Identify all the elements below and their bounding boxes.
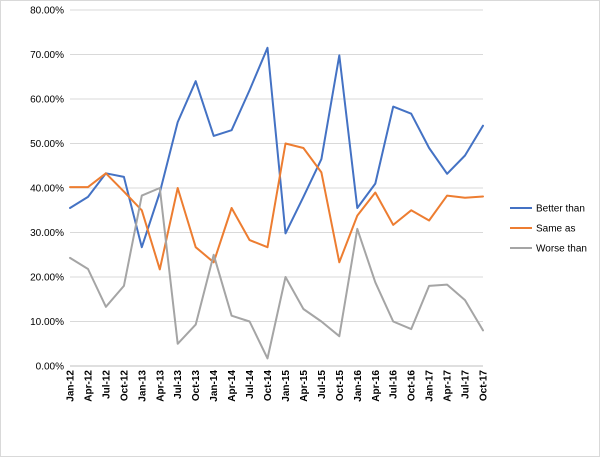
- x-tick-label: Apr-14: [227, 370, 238, 402]
- y-tick-label: 80.00%: [30, 6, 64, 17]
- y-tick-label: 70.00%: [30, 50, 64, 61]
- legend: Better than Same as Worse than: [510, 204, 587, 255]
- x-tick-label: Oct-13: [191, 370, 202, 402]
- legend-label: Worse than: [536, 244, 587, 255]
- x-tick-label: Oct-15: [335, 370, 346, 402]
- x-tick-label: Jan-15: [281, 370, 292, 402]
- legend-label: Same as: [536, 224, 575, 235]
- x-tick-label: Apr-17: [443, 370, 454, 402]
- x-tick-label: Jan-14: [209, 370, 220, 402]
- x-tick-label: Jul-12: [101, 370, 112, 399]
- x-tick-label: Apr-13: [155, 370, 166, 402]
- x-tick-label: Oct-16: [407, 370, 418, 402]
- legend-item-worse-than: Worse than: [510, 244, 587, 255]
- x-tick-label: Apr-15: [299, 370, 310, 402]
- x-tick-label: Jan-16: [353, 370, 364, 402]
- y-tick-label: 30.00%: [30, 228, 64, 239]
- y-tick-label: 60.00%: [30, 95, 64, 106]
- x-tick-label: Oct-17: [479, 370, 490, 402]
- x-tick-label: Jan-17: [425, 370, 436, 402]
- y-tick-label: 20.00%: [30, 273, 64, 284]
- x-tick-label: Jan-12: [66, 370, 77, 402]
- y-tick-label: 0.00%: [36, 362, 64, 373]
- series-line-better-than: [69, 46, 484, 249]
- legend-item-same-as: Same as: [510, 224, 575, 235]
- x-axis: Jan-12 Apr-12 Jul-12 Oct-12 Jan-13 Apr-13 Jul-…: [66, 365, 490, 402]
- y-tick-label: 50.00%: [30, 139, 64, 150]
- x-tick-label: Jul-15: [317, 370, 328, 399]
- series-line-worse-than: [69, 187, 484, 360]
- legend-item-better-than: Better than: [510, 204, 585, 215]
- x-tick-label: Jul-14: [245, 370, 256, 399]
- y-tick-label: 40.00%: [30, 184, 64, 195]
- gridlines: [70, 9, 483, 367]
- series-lines: [69, 46, 484, 360]
- x-tick-label: Apr-12: [83, 370, 94, 402]
- x-tick-label: Jan-13: [137, 370, 148, 402]
- legend-label: Better than: [536, 204, 585, 215]
- x-tick-label: Jul-13: [173, 370, 184, 399]
- y-tick-label: 10.00%: [30, 317, 64, 328]
- x-tick-label: Oct-12: [119, 370, 130, 402]
- x-tick-label: Apr-16: [371, 370, 382, 402]
- x-tick-label: Oct-14: [263, 370, 274, 402]
- x-tick-label: Jul-17: [461, 370, 472, 399]
- y-axis-tick-labels: 0.00% 10.00% 20.00% 30.00% 40.00% 50.00% 60.00…: [30, 6, 64, 373]
- x-tick-label: Jul-16: [389, 370, 400, 399]
